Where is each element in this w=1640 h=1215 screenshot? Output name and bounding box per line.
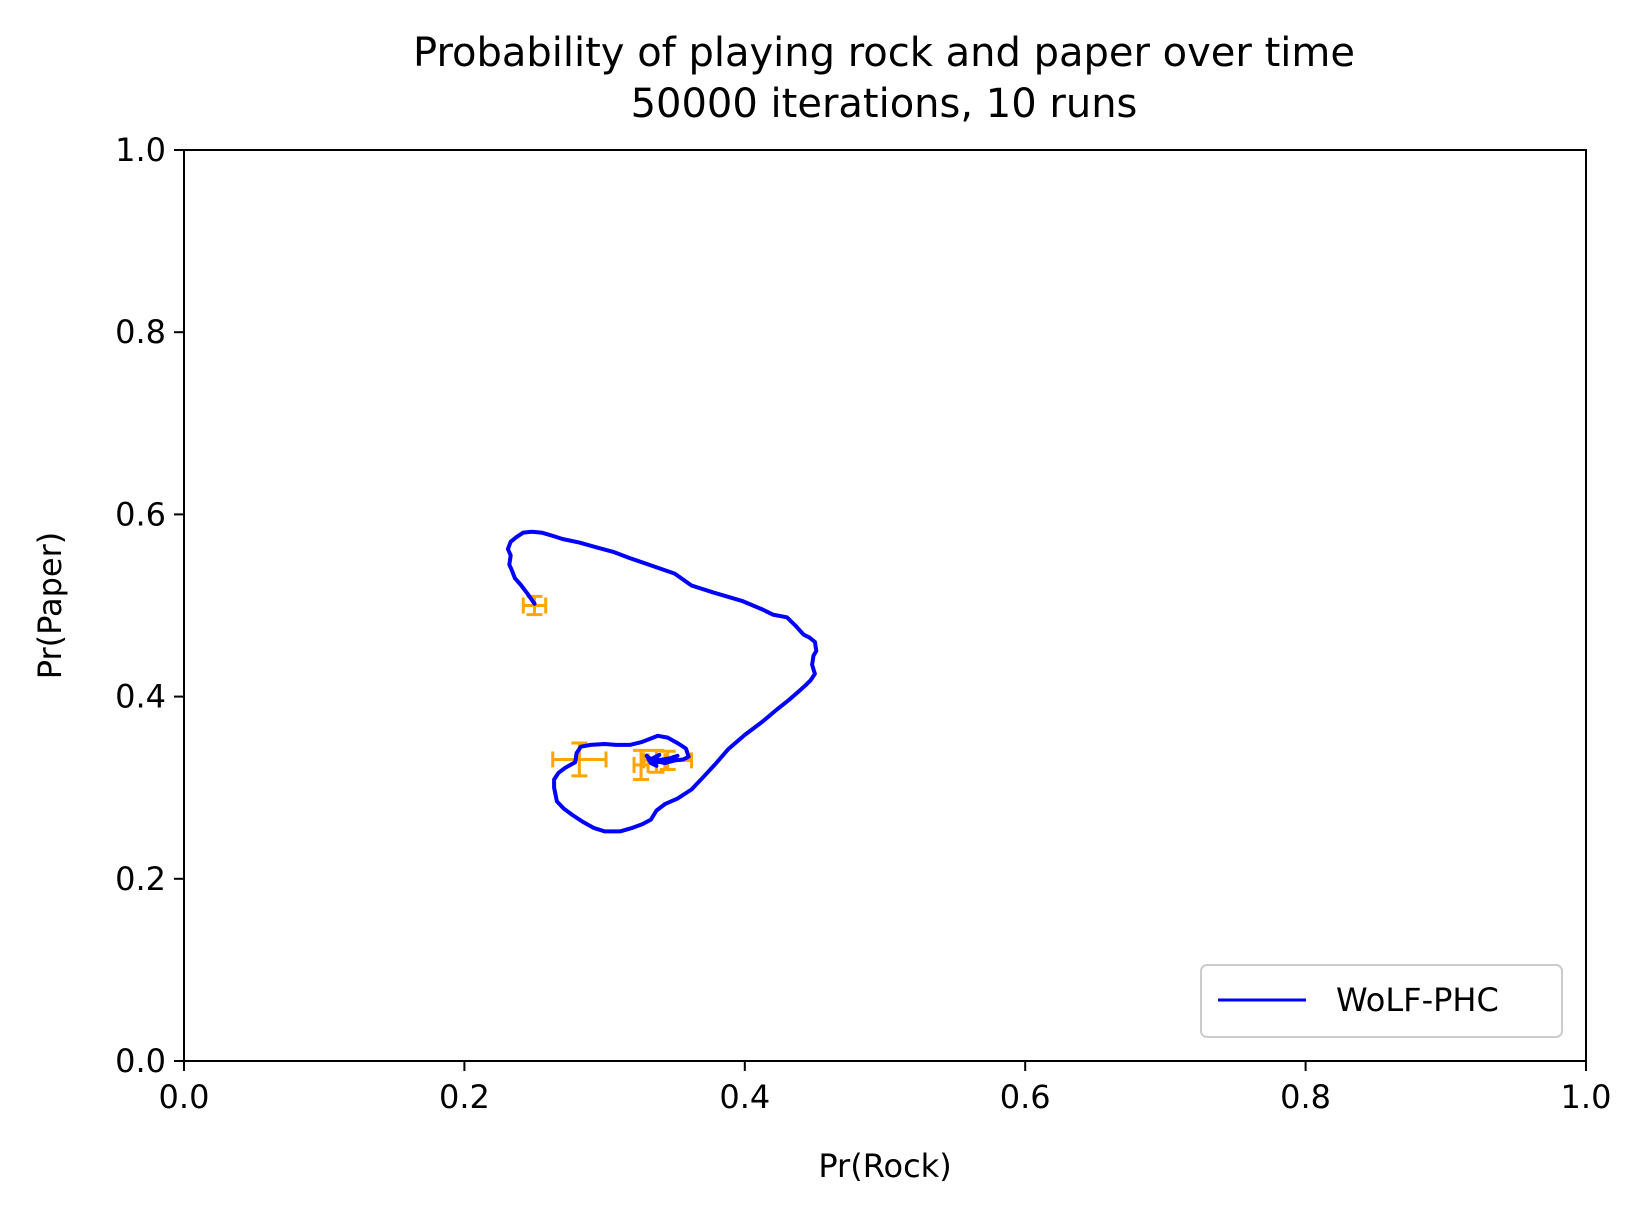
legend: WoLF-PHC — [1200, 964, 1563, 1038]
x-tick-label: 0.0 — [159, 1078, 210, 1116]
legend-box — [1200, 964, 1563, 1038]
y-tick-label: 0.0 — [115, 1042, 166, 1080]
x-tick-label: 0.6 — [1000, 1078, 1051, 1116]
chart-subtitle: 50000 iterations, 10 runs — [631, 81, 1138, 127]
y-tick-label: 0.8 — [115, 313, 166, 351]
error-bar — [632, 748, 650, 782]
x-tick-label: 1.0 — [1561, 1078, 1612, 1116]
plot-frame — [183, 149, 1587, 1062]
x-tick-label: 0.2 — [439, 1078, 490, 1116]
y-tick-label: 1.0 — [115, 131, 166, 169]
y-axis-ticks: 0.0 0.2 0.4 0.6 0.8 1.0 — [115, 131, 184, 1080]
x-tick-label: 0.8 — [1280, 1078, 1331, 1116]
plot-area — [184, 150, 1586, 1061]
x-axis-ticks: 0.0 0.2 0.4 0.6 0.8 1.0 — [159, 1061, 1612, 1116]
x-tick-label: 0.4 — [719, 1078, 770, 1116]
x-axis-label: Pr(Rock) — [818, 1147, 951, 1185]
series-line-wolf-phc — [505, 529, 819, 834]
y-tick-label: 0.6 — [115, 495, 166, 533]
legend-label-wolf-phc: WoLF-PHC — [1336, 981, 1499, 1019]
y-axis-label: Pr(Paper) — [31, 532, 69, 679]
series-layer — [505, 529, 819, 834]
y-tick-label: 0.4 — [115, 678, 166, 716]
y-tick-label: 0.2 — [115, 860, 166, 898]
chart-title: Probability of playing rock and paper ov… — [413, 30, 1355, 76]
